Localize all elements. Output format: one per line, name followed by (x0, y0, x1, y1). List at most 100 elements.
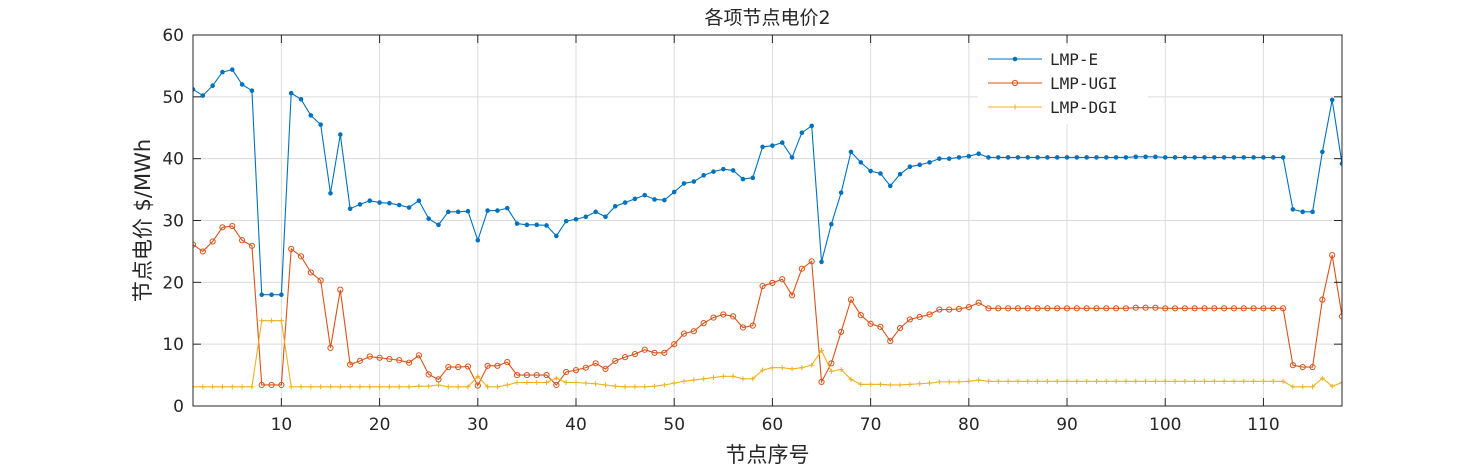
legend-item-lmp-e: LMP-E (988, 50, 1098, 69)
data-point-lmp-e (1192, 155, 1197, 160)
data-point-lmp-ugi (1181, 305, 1188, 312)
y-tick-label: 50 (162, 88, 184, 108)
data-point-lmp-ugi (700, 320, 707, 327)
data-point-lmp-dgi (1084, 378, 1090, 384)
data-point-lmp-ugi (769, 279, 776, 287)
data-point-lmp-e (1241, 155, 1247, 160)
data-point-lmp-e (632, 196, 638, 202)
data-point-lmp-e (504, 205, 510, 211)
data-point-lmp-e (387, 200, 392, 206)
data-point-lmp-e (1261, 155, 1266, 160)
y-tick-label: 10 (162, 335, 184, 355)
data-point-lmp-e (583, 214, 589, 220)
data-point-lmp-e (396, 202, 402, 208)
x-tick-label: 30 (467, 415, 489, 435)
data-point-lmp-e (809, 123, 814, 129)
data-point-lmp-dgi (1192, 378, 1198, 384)
data-point-lmp-ugi (798, 265, 805, 272)
data-point-lmp-ugi (1142, 304, 1149, 311)
data-point-lmp-dgi (1044, 378, 1050, 384)
legend-item-lmp-ugi: LMP-UGI (988, 74, 1117, 93)
data-point-lmp-e (1045, 155, 1050, 160)
data-point-lmp-e (220, 69, 225, 75)
data-point-lmp-ugi (828, 360, 835, 367)
data-point-lmp-dgi (848, 376, 854, 382)
data-point-lmp-dgi (1123, 378, 1129, 384)
data-point-lmp-dgi (308, 384, 314, 390)
x-tick-label: 90 (1056, 415, 1078, 435)
data-point-lmp-e (298, 97, 304, 102)
data-point-lmp-dgi (985, 378, 991, 384)
data-point-lmp-dgi (193, 384, 196, 390)
data-point-lmp-dgi (1211, 378, 1217, 384)
data-point-lmp-dgi (1329, 383, 1335, 389)
data-point-lmp-dgi (1103, 378, 1109, 384)
data-point-lmp-e (701, 173, 706, 178)
data-point-lmp-dgi (288, 384, 294, 390)
data-point-lmp-ugi (1054, 305, 1061, 312)
data-point-lmp-ugi (985, 305, 992, 312)
data-point-lmp-dgi (789, 366, 795, 372)
data-point-lmp-dgi (210, 384, 216, 390)
data-point-lmp-dgi (612, 383, 618, 389)
data-point-lmp-ugi (582, 364, 589, 371)
data-point-lmp-dgi (602, 382, 608, 388)
data-point-lmp-ugi (612, 357, 619, 364)
data-point-lmp-ugi (1063, 305, 1071, 312)
data-point-lmp-ugi (1260, 305, 1267, 312)
data-point-lmp-ugi (602, 365, 609, 372)
data-point-lmp-dgi (544, 380, 550, 386)
data-point-lmp-ugi (376, 354, 383, 361)
data-point-lmp-ugi (193, 241, 197, 248)
data-point-lmp-ugi (955, 305, 963, 313)
data-point-lmp-ugi (1044, 305, 1051, 312)
data-point-lmp-dgi (995, 378, 1001, 384)
x-tick-label: 80 (958, 415, 980, 435)
data-point-lmp-ugi (347, 361, 354, 368)
data-point-lmp-ugi (484, 362, 491, 369)
data-point-lmp-e (308, 113, 314, 118)
data-point-lmp-dgi (858, 381, 864, 387)
data-point-lmp-dgi (897, 382, 903, 388)
data-point-lmp-e (1133, 154, 1139, 160)
data-point-lmp-ugi (1103, 305, 1110, 312)
data-point-lmp-e (937, 156, 942, 161)
data-point-lmp-e (436, 222, 441, 228)
data-point-lmp-dgi (436, 382, 442, 388)
data-point-lmp-e (1054, 155, 1060, 160)
data-point-lmp-e (534, 222, 540, 228)
data-point-lmp-e (1143, 154, 1148, 160)
data-point-lmp-dgi (720, 373, 726, 379)
data-point-lmp-ugi (474, 382, 481, 389)
data-point-lmp-e (681, 181, 687, 186)
data-point-lmp-ugi (455, 363, 462, 371)
data-point-lmp-e (956, 155, 962, 160)
data-point-lmp-dgi (1182, 378, 1188, 384)
data-point-lmp-dgi (416, 383, 422, 389)
data-point-lmp-e (446, 209, 451, 215)
data-point-lmp-e (1162, 155, 1168, 160)
data-point-lmp-dgi (1133, 378, 1139, 384)
legend-swatch-marker (1012, 56, 1018, 62)
data-point-lmp-dgi (701, 376, 707, 382)
data-point-lmp-ugi (965, 303, 972, 311)
data-point-lmp-e (426, 216, 431, 221)
data-point-lmp-dgi (445, 384, 451, 390)
legend-swatch-marker (1011, 79, 1019, 87)
series-line-lmp-ugi (193, 225, 1342, 387)
data-point-lmp-ugi (1230, 305, 1238, 312)
data-point-lmp-e (897, 171, 903, 177)
data-point-lmp-ugi (239, 237, 246, 244)
data-point-lmp-dgi (504, 382, 510, 388)
data-point-lmp-ugi (926, 311, 933, 318)
data-point-lmp-e (416, 198, 422, 204)
data-point-lmp-ugi (278, 381, 285, 389)
data-point-lmp-dgi (769, 365, 775, 371)
data-point-lmp-ugi (229, 222, 236, 230)
data-point-lmp-dgi (1093, 378, 1099, 384)
data-point-lmp-e (1280, 155, 1286, 160)
data-point-lmp-e (927, 160, 932, 165)
data-point-lmp-ugi (543, 371, 550, 379)
data-point-lmp-ugi (867, 320, 874, 327)
data-point-lmp-e (573, 216, 579, 222)
